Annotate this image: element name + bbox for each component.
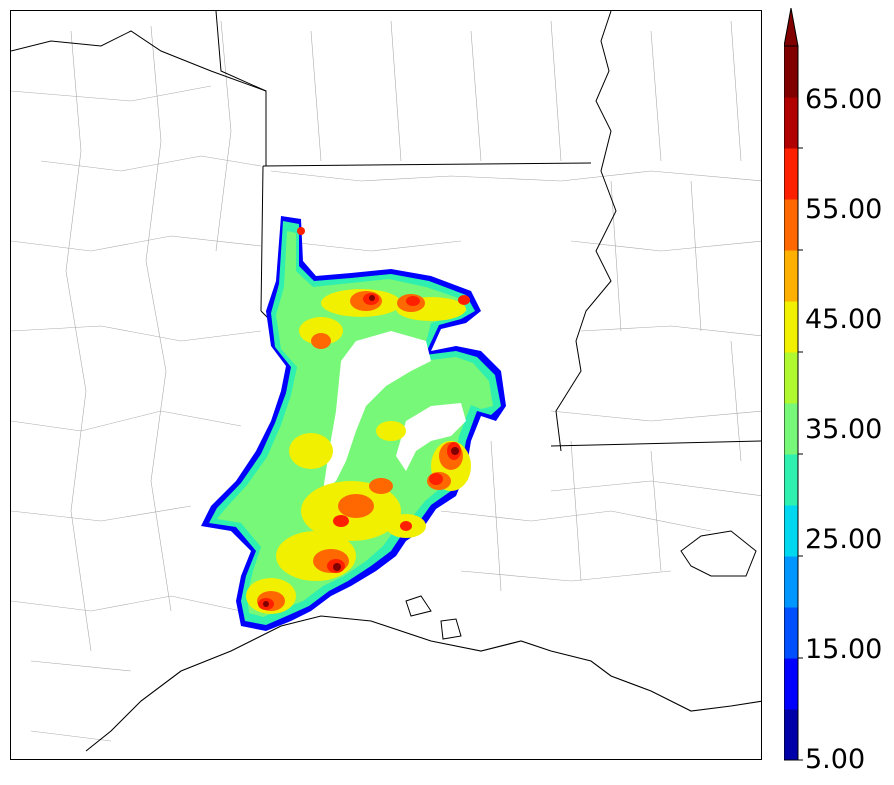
colorbar-segment	[784, 658, 798, 710]
colorbar-segment	[784, 250, 798, 302]
colorbar-segment	[784, 352, 798, 404]
reflectivity-field	[201, 216, 506, 631]
county-lines	[11, 20, 761, 742]
colorbar	[784, 8, 803, 761]
coastline	[85, 615, 761, 752]
colorbar-segment	[784, 709, 798, 761]
colorbar-segment	[784, 199, 798, 251]
island-outline-2	[440, 618, 462, 640]
colorbar-extend-arrow	[784, 8, 799, 47]
colorbar-tick-label: 35.00	[805, 414, 883, 445]
colorbar-tick-label: 5.00	[805, 744, 866, 775]
colorbar-segment	[784, 148, 798, 200]
river	[555, 11, 617, 452]
swath-gap	[323, 331, 431, 491]
darkred-cores	[263, 295, 459, 607]
colorbar-segment	[784, 97, 798, 149]
colorbar-outline	[784, 45, 799, 761]
colorbar-tick-label: 25.00	[805, 524, 883, 555]
map-canvas	[11, 11, 761, 752]
colorbar-segment	[784, 505, 798, 557]
map-panel	[10, 10, 762, 760]
colorbar-segment	[784, 403, 798, 455]
swath-gap-2	[396, 403, 466, 471]
colorbar-tick-label: 55.00	[805, 194, 883, 225]
colorbar-tick-label: 15.00	[805, 634, 883, 665]
island-outline	[405, 595, 432, 617]
colorbar-segment	[784, 556, 798, 608]
state-borders	[11, 11, 761, 447]
bay-outline	[680, 530, 757, 577]
colorbar-segment	[784, 46, 798, 98]
colorbar-segment	[784, 607, 798, 659]
colorbar-tick-label: 65.00	[805, 84, 883, 115]
colorbar-tick-label: 45.00	[805, 304, 883, 335]
colorbar-segment	[784, 454, 798, 506]
colorbar-segment	[784, 301, 798, 353]
